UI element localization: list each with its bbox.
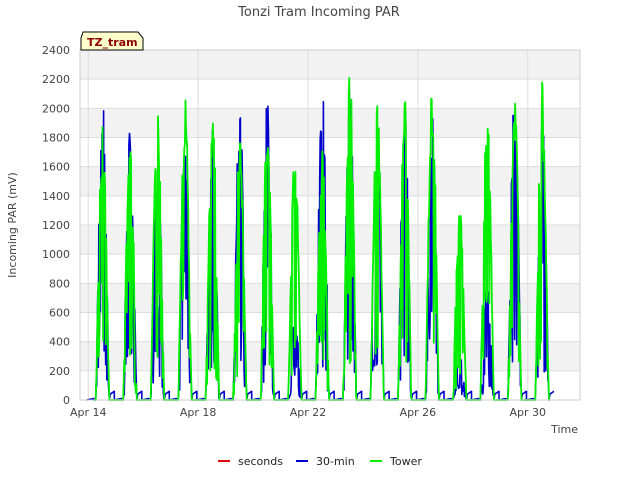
y-tick-label: 1800: [42, 132, 70, 145]
y-axis: 0 200 400 600 800 1000 1200 1400 1600 1800 2000 220…: [42, 44, 70, 407]
series-line-tower: [93, 76, 550, 401]
grid-band: [80, 166, 580, 196]
x-tick-label: Apr 14: [70, 406, 107, 419]
y-axis-label: Incoming PAR (mV): [6, 172, 19, 278]
grid-band: [80, 108, 580, 138]
legend-label: 30-min: [316, 455, 355, 468]
legend-label: Tower: [389, 455, 422, 468]
y-tick-label: 2400: [42, 44, 70, 57]
x-tick-label: Apr 18: [180, 406, 217, 419]
y-tick-label: 1400: [42, 190, 70, 203]
x-tick-label: Apr 30: [510, 406, 547, 419]
series-lines: [86, 76, 555, 401]
y-tick-label: 1200: [42, 219, 70, 232]
legend: seconds 30-min Tower: [218, 455, 422, 468]
x-tick-label: Apr 26: [400, 406, 437, 419]
y-tick-label: 200: [49, 365, 70, 378]
legend-label: seconds: [238, 455, 283, 468]
y-tick-label: 1000: [42, 248, 70, 261]
y-tick-label: 2200: [42, 73, 70, 86]
badge-label: TZ_tram: [87, 36, 138, 49]
y-tick-label: 0: [63, 394, 70, 407]
grid-band: [80, 225, 580, 255]
badge-shape: [80, 31, 144, 51]
chart-title: Tonzi Tram Incoming PAR: [237, 5, 400, 20]
grid-band: [80, 283, 580, 313]
grid-band: [80, 50, 580, 80]
y-tick-label: 600: [49, 307, 70, 320]
y-tick-label: 1600: [42, 161, 70, 174]
x-axis: Apr 14 Apr 18 Apr 22 Apr 26 Apr 30: [70, 406, 546, 419]
tz-tram-badge: TZ_tram: [80, 31, 144, 51]
y-tick-label: 2000: [42, 102, 70, 115]
y-tick-label: 800: [49, 277, 70, 290]
x-tick-label: Apr 22: [290, 406, 327, 419]
x-axis-label: Time: [550, 423, 578, 436]
plot-frame: [79, 49, 581, 401]
y-tick-label: 400: [49, 336, 70, 349]
